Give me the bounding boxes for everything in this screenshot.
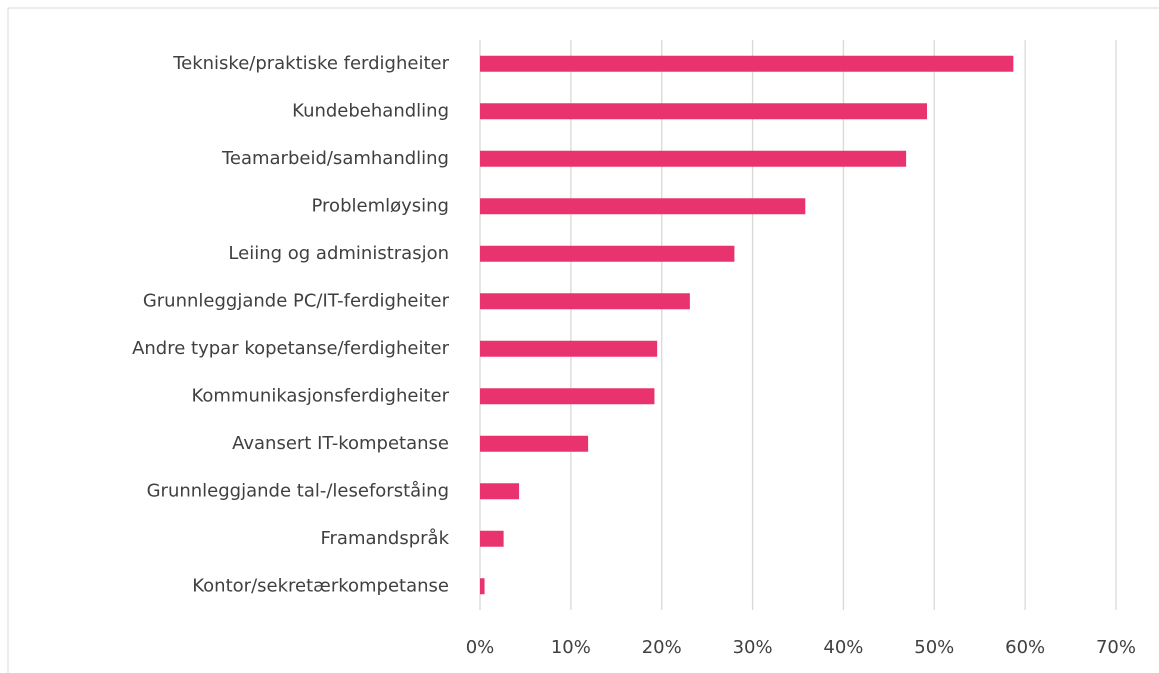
bar xyxy=(480,293,690,310)
x-tick-label: 70% xyxy=(1096,637,1136,658)
chart-border xyxy=(7,7,1159,673)
y-tick-label: Problemløysing xyxy=(312,195,449,216)
y-tick-label: Teamarbeid/samhandling xyxy=(221,148,449,169)
y-tick-label: Kommunikasjonsferdigheiter xyxy=(192,385,450,406)
bar xyxy=(480,388,655,405)
bar xyxy=(480,103,928,120)
x-tick-label: 50% xyxy=(914,637,954,658)
x-tick-label: 0% xyxy=(466,637,495,658)
bar xyxy=(480,55,1014,72)
x-tick-label: 60% xyxy=(1005,637,1045,658)
y-tick-label: Tekniske/praktiske ferdigheiter xyxy=(172,53,449,74)
bar xyxy=(480,435,589,452)
x-tick-label: 40% xyxy=(823,637,863,658)
y-tick-label: Avansert IT-kompetanse xyxy=(232,433,449,454)
y-tick-label: Grunnleggjande tal-/leseforståing xyxy=(147,480,449,501)
y-tick-label: Framandspråk xyxy=(320,528,449,549)
bar xyxy=(480,245,735,262)
bar xyxy=(480,530,504,547)
y-tick-label: Kundebehandling xyxy=(292,100,449,121)
y-tick-label: Kontor/sekretærkompetanse xyxy=(192,575,449,596)
x-tick-label: 20% xyxy=(642,637,682,658)
y-tick-label: Leiing og administrasjon xyxy=(228,243,449,264)
bar xyxy=(480,150,907,167)
bar xyxy=(480,483,520,500)
bar xyxy=(480,198,806,215)
bar xyxy=(480,340,658,357)
y-tick-label: Grunnleggjande PC/IT-ferdigheiter xyxy=(143,290,450,311)
x-tick-label: 30% xyxy=(733,637,773,658)
y-tick-label: Andre typar kopetanse/ferdigheiter xyxy=(132,338,450,359)
x-tick-label: 10% xyxy=(551,637,591,658)
bar xyxy=(480,578,485,595)
